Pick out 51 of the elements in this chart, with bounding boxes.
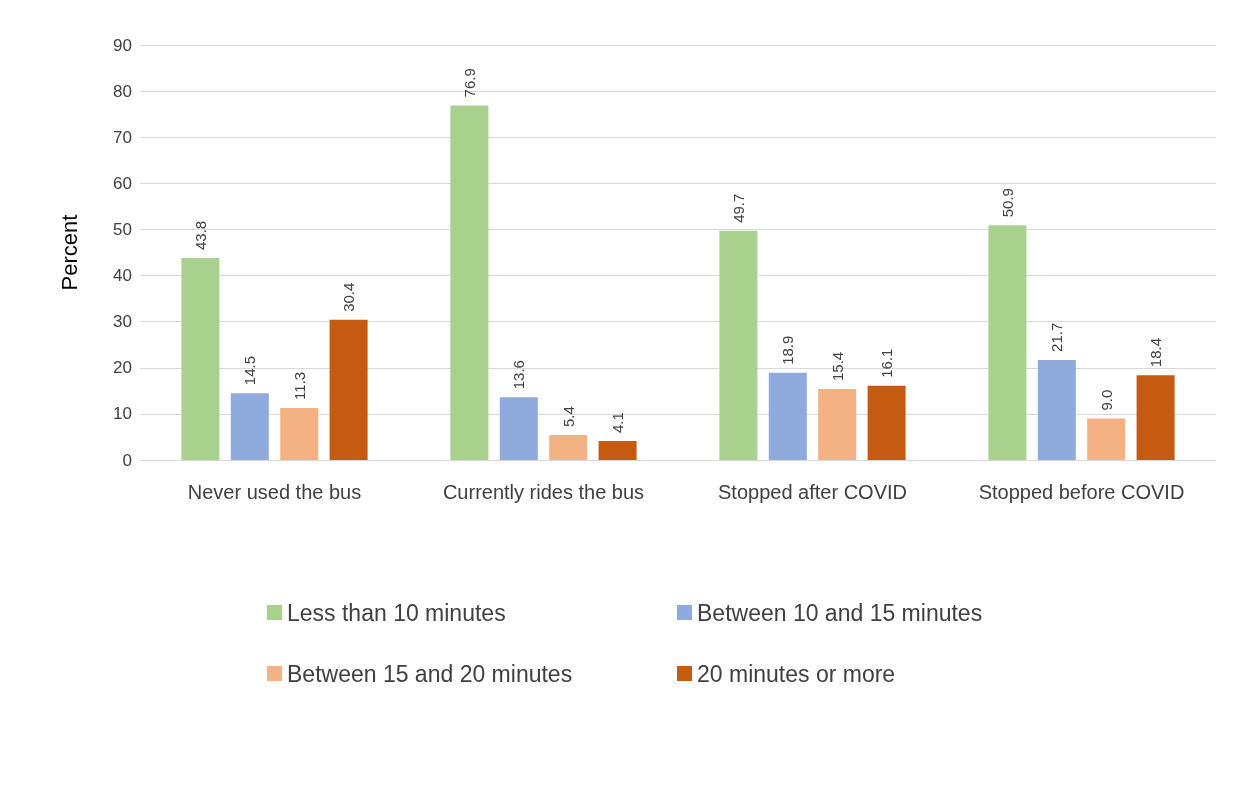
bar: [450, 105, 489, 460]
y-tick-label: 70: [113, 127, 132, 147]
y-tick-label: 30: [113, 312, 132, 332]
data-label: 11.3: [290, 371, 308, 400]
bar: [181, 258, 220, 460]
bar: [280, 407, 319, 460]
bar: [230, 393, 269, 460]
bar: [1087, 418, 1126, 460]
x-tick-label: Never used the bus: [187, 481, 362, 503]
bar: [1037, 359, 1076, 460]
y-tick-label: 60: [113, 173, 132, 193]
x-tick-label: Stopped before COVID: [978, 481, 1185, 503]
data-label: 21.7: [1048, 322, 1066, 352]
data-label: 50.9: [998, 188, 1016, 218]
data-label: 13.6: [510, 360, 528, 390]
data-label: 49.7: [729, 193, 747, 223]
legend-label: Between 15 and 20 minutes: [287, 660, 573, 687]
bar: [329, 319, 368, 460]
data-label: 16.1: [878, 348, 896, 378]
data-label: 5.4: [559, 406, 577, 428]
bar: [549, 435, 588, 460]
legend-label: 20 minutes or more: [697, 660, 896, 687]
data-label: 43.8: [191, 220, 209, 251]
y-tick-label: 50: [113, 219, 132, 239]
y-tick-label: 90: [113, 35, 132, 55]
y-tick-label: 10: [113, 404, 132, 424]
x-tick-label: Currently rides the bus: [442, 481, 645, 503]
bar: [768, 372, 807, 460]
bar: [598, 441, 637, 460]
x-tick-label: Stopped after COVID: [718, 481, 907, 503]
y-axis-title: Percent: [56, 214, 82, 291]
bar: [719, 230, 758, 460]
data-label: 14.5: [241, 355, 259, 386]
y-tick-label: 20: [113, 358, 132, 378]
bar: [1136, 375, 1175, 460]
data-label: 18.9: [779, 335, 797, 365]
bar: [988, 225, 1027, 460]
bar: [818, 388, 857, 460]
data-label: 18.4: [1147, 337, 1165, 368]
legend-label: Less than 10 minutes: [287, 599, 506, 626]
data-label: 9.0: [1097, 389, 1115, 411]
bar: [499, 397, 538, 460]
data-label: 15.4: [828, 351, 846, 381]
data-label: 76.9: [460, 68, 478, 98]
bar: [867, 385, 906, 460]
y-tick-label: 0: [122, 450, 132, 470]
legend-label: Between 10 and 15 minutes: [697, 599, 983, 626]
y-tick-label: 80: [113, 81, 132, 101]
y-tick-label: 40: [113, 266, 132, 286]
data-label: 30.4: [340, 282, 358, 312]
data-label: 4.1: [609, 412, 627, 434]
